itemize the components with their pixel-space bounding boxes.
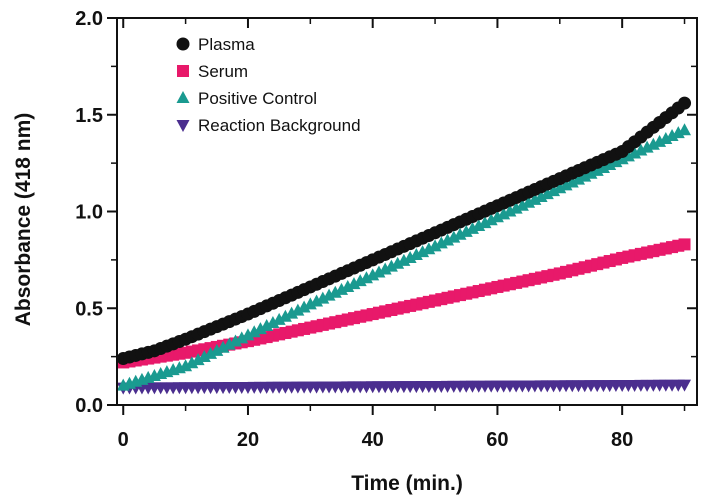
legend-item: Positive Control — [176, 89, 317, 108]
legend-marker — [176, 91, 190, 103]
data-point — [185, 356, 199, 369]
data-point — [285, 306, 299, 319]
x-tick-label: 60 — [486, 429, 508, 451]
data-point — [678, 96, 692, 110]
data-point — [291, 303, 305, 316]
data-point — [204, 346, 218, 359]
data-point — [272, 312, 286, 325]
data-point — [253, 322, 267, 335]
data-point — [216, 340, 230, 353]
legend-item: Serum — [177, 62, 248, 81]
y-tick-label: 1.5 — [75, 105, 103, 127]
axes: 0 20 40 60 80 0.0 0.5 1.0 1.5 2.0 — [75, 8, 698, 451]
data-point — [222, 337, 236, 350]
series-reaction-background — [116, 379, 692, 395]
data-point — [235, 331, 249, 344]
series-plasma — [116, 96, 692, 366]
x-tick-label: 0 — [118, 429, 129, 451]
legend-marker — [176, 37, 190, 51]
data-point — [278, 309, 292, 322]
data-point — [247, 325, 261, 338]
legend-marker — [176, 120, 190, 132]
legend: Plasma Serum Positive Control Reaction Back… — [176, 35, 361, 135]
data-point — [503, 278, 516, 291]
chart-marks — [116, 96, 692, 395]
data-point — [241, 328, 255, 341]
y-axis-title: Absorbance (418 nm) — [12, 113, 35, 327]
data-point — [260, 319, 274, 332]
y-tick-label: 1.0 — [75, 202, 103, 224]
legend-marker — [177, 65, 189, 77]
legend-item: Plasma — [176, 35, 255, 54]
data-point — [210, 343, 224, 356]
y-tick-label: 0.0 — [75, 395, 103, 417]
legend-label: Serum — [198, 62, 248, 81]
legend-item: Reaction Background — [176, 116, 361, 135]
y-tick-label: 0.5 — [75, 298, 103, 320]
x-tick-label: 40 — [362, 429, 384, 451]
data-point — [678, 238, 691, 251]
data-point — [647, 245, 660, 258]
legend-label: Positive Control — [198, 89, 317, 108]
x-tick-label: 20 — [237, 429, 259, 451]
data-point — [228, 334, 242, 347]
data-point — [678, 123, 692, 136]
data-point — [248, 333, 261, 346]
legend-label: Reaction Background — [198, 116, 361, 135]
data-point — [191, 353, 205, 366]
data-point — [678, 379, 692, 392]
legend-label: Plasma — [198, 35, 255, 54]
data-point — [197, 350, 211, 363]
data-point — [266, 315, 280, 328]
y-tick-label: 2.0 — [75, 8, 103, 30]
data-point — [179, 359, 193, 372]
series-positive-control — [116, 123, 692, 391]
x-axis-title: Time (min.) — [351, 472, 463, 495]
x-tick-label: 80 — [611, 429, 633, 451]
data-point — [297, 300, 311, 313]
